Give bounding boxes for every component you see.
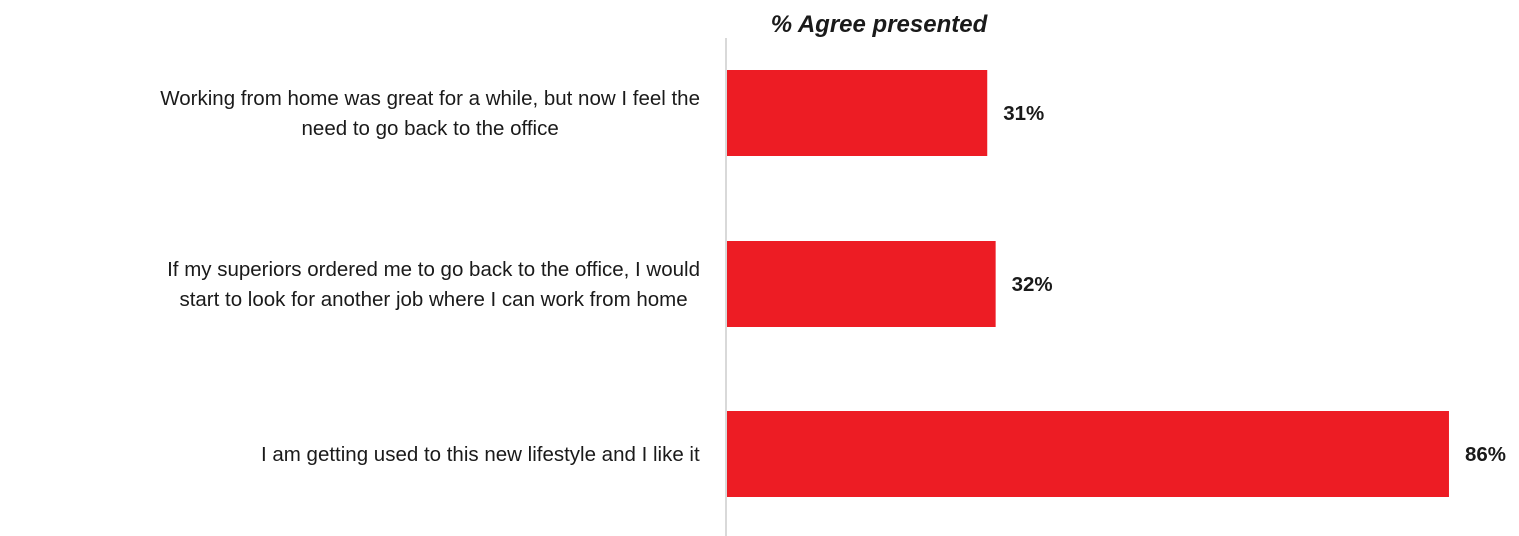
category-label-1: Working from home was great for a while,… [160, 87, 700, 140]
chart-title: % Agree presented [771, 11, 989, 38]
category-label-line: start to look for another job where I ca… [179, 288, 687, 311]
value-label-3: 86% [1465, 443, 1506, 466]
category-label-3: I am getting used to this new lifestyle … [261, 443, 700, 466]
category-label-line: I am getting used to this new lifestyle … [261, 443, 700, 466]
category-label-2: If my superiors ordered me to go back to… [167, 258, 700, 311]
category-label-line: Working from home was great for a while,… [160, 87, 700, 110]
value-label-2: 32% [1012, 273, 1053, 296]
category-label-line: If my superiors ordered me to go back to… [167, 258, 700, 281]
bars-group: 31% Working from home was great for a whi… [160, 70, 1506, 497]
bar-1 [727, 70, 988, 156]
value-label-1: 31% [1003, 102, 1044, 125]
bar-3 [727, 411, 1449, 497]
bar-2 [727, 241, 996, 327]
category-label-line: need to go back to the office [302, 117, 559, 140]
